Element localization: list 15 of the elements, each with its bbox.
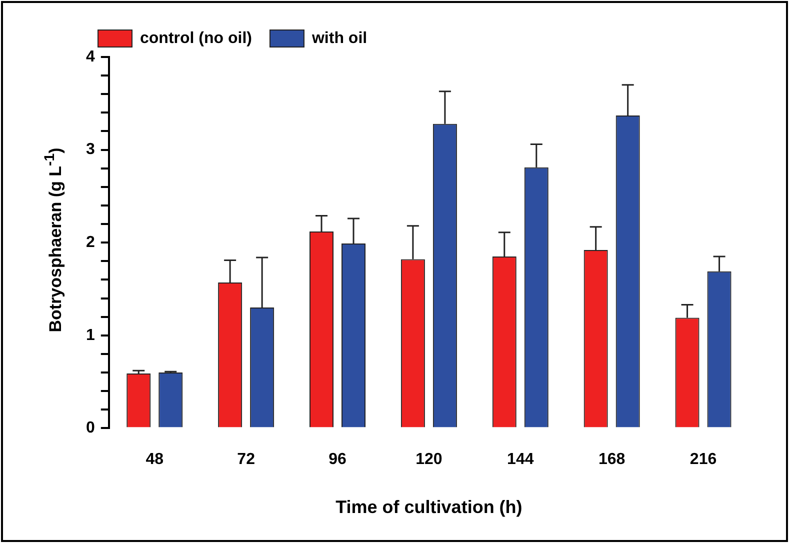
y-tick-label: 1 [86,326,95,344]
legend-label: with oil [310,30,368,47]
y-tick-label: 4 [86,48,95,66]
x-tick-label: 216 [690,451,717,468]
x-tick-label: 48 [146,451,164,468]
x-axis-title: Time of cultivation (h) [336,497,522,518]
y-tick-label: 0 [86,420,95,437]
legend-label: control (no oil) [140,30,252,47]
y-tick-label: 3 [86,141,95,158]
x-tick-label: 96 [328,451,347,468]
x-tick-label: 120 [416,451,442,468]
y-tick-label: 2 [86,234,95,252]
x-tick-label: 168 [598,451,626,468]
x-tick-label: 72 [237,451,256,468]
x-tick-label: 144 [507,451,534,468]
